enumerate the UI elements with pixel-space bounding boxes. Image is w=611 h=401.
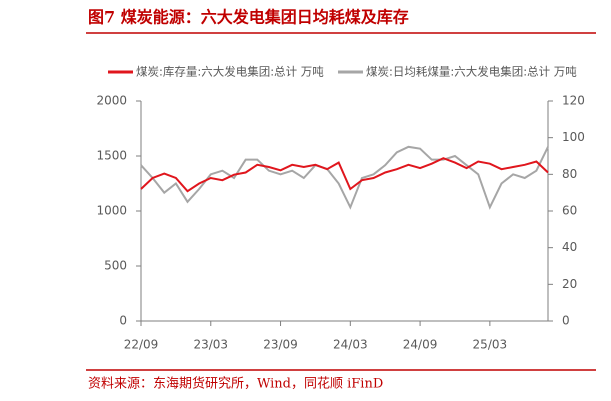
legend-label: 煤炭:库存量:六大发电集团:总计 万吨 [136, 65, 324, 79]
y-tick-label: 1500 [96, 149, 127, 163]
x-tick-label: 23/09 [263, 338, 298, 352]
y-tick-label: 2000 [96, 94, 127, 108]
y2-tick-label: 60 [562, 204, 577, 218]
x-tick-label: 25/03 [473, 338, 508, 352]
x-tick-label: 23/03 [193, 338, 228, 352]
x-tick-label: 22/09 [124, 338, 159, 352]
chart-title: 图7 煤炭能源：六大发电集团日均耗煤及库存 [88, 8, 409, 27]
y2-tick-label: 80 [562, 167, 577, 181]
source: 资料来源：东海期货研究所，Wind，同花顺 iFinD [88, 376, 383, 392]
series-line [140, 157, 549, 193]
y2-tick-label: 120 [562, 94, 585, 108]
y-tick-label: 500 [104, 259, 127, 273]
y2-tick-label: 40 [562, 240, 577, 254]
legend-label: 煤炭:日均耗煤量:六大发电集团:总计 万吨 [366, 65, 577, 79]
y-tick-label: 0 [119, 314, 127, 328]
y-tick-label: 1000 [96, 204, 127, 218]
x-tick-label: 24/03 [333, 338, 368, 352]
y2-tick-label: 100 [562, 130, 585, 144]
y2-tick-label: 20 [562, 277, 577, 291]
x-tick-label: 24/09 [403, 338, 438, 352]
y2-tick-label: 0 [562, 314, 570, 328]
series-line [140, 145, 549, 210]
